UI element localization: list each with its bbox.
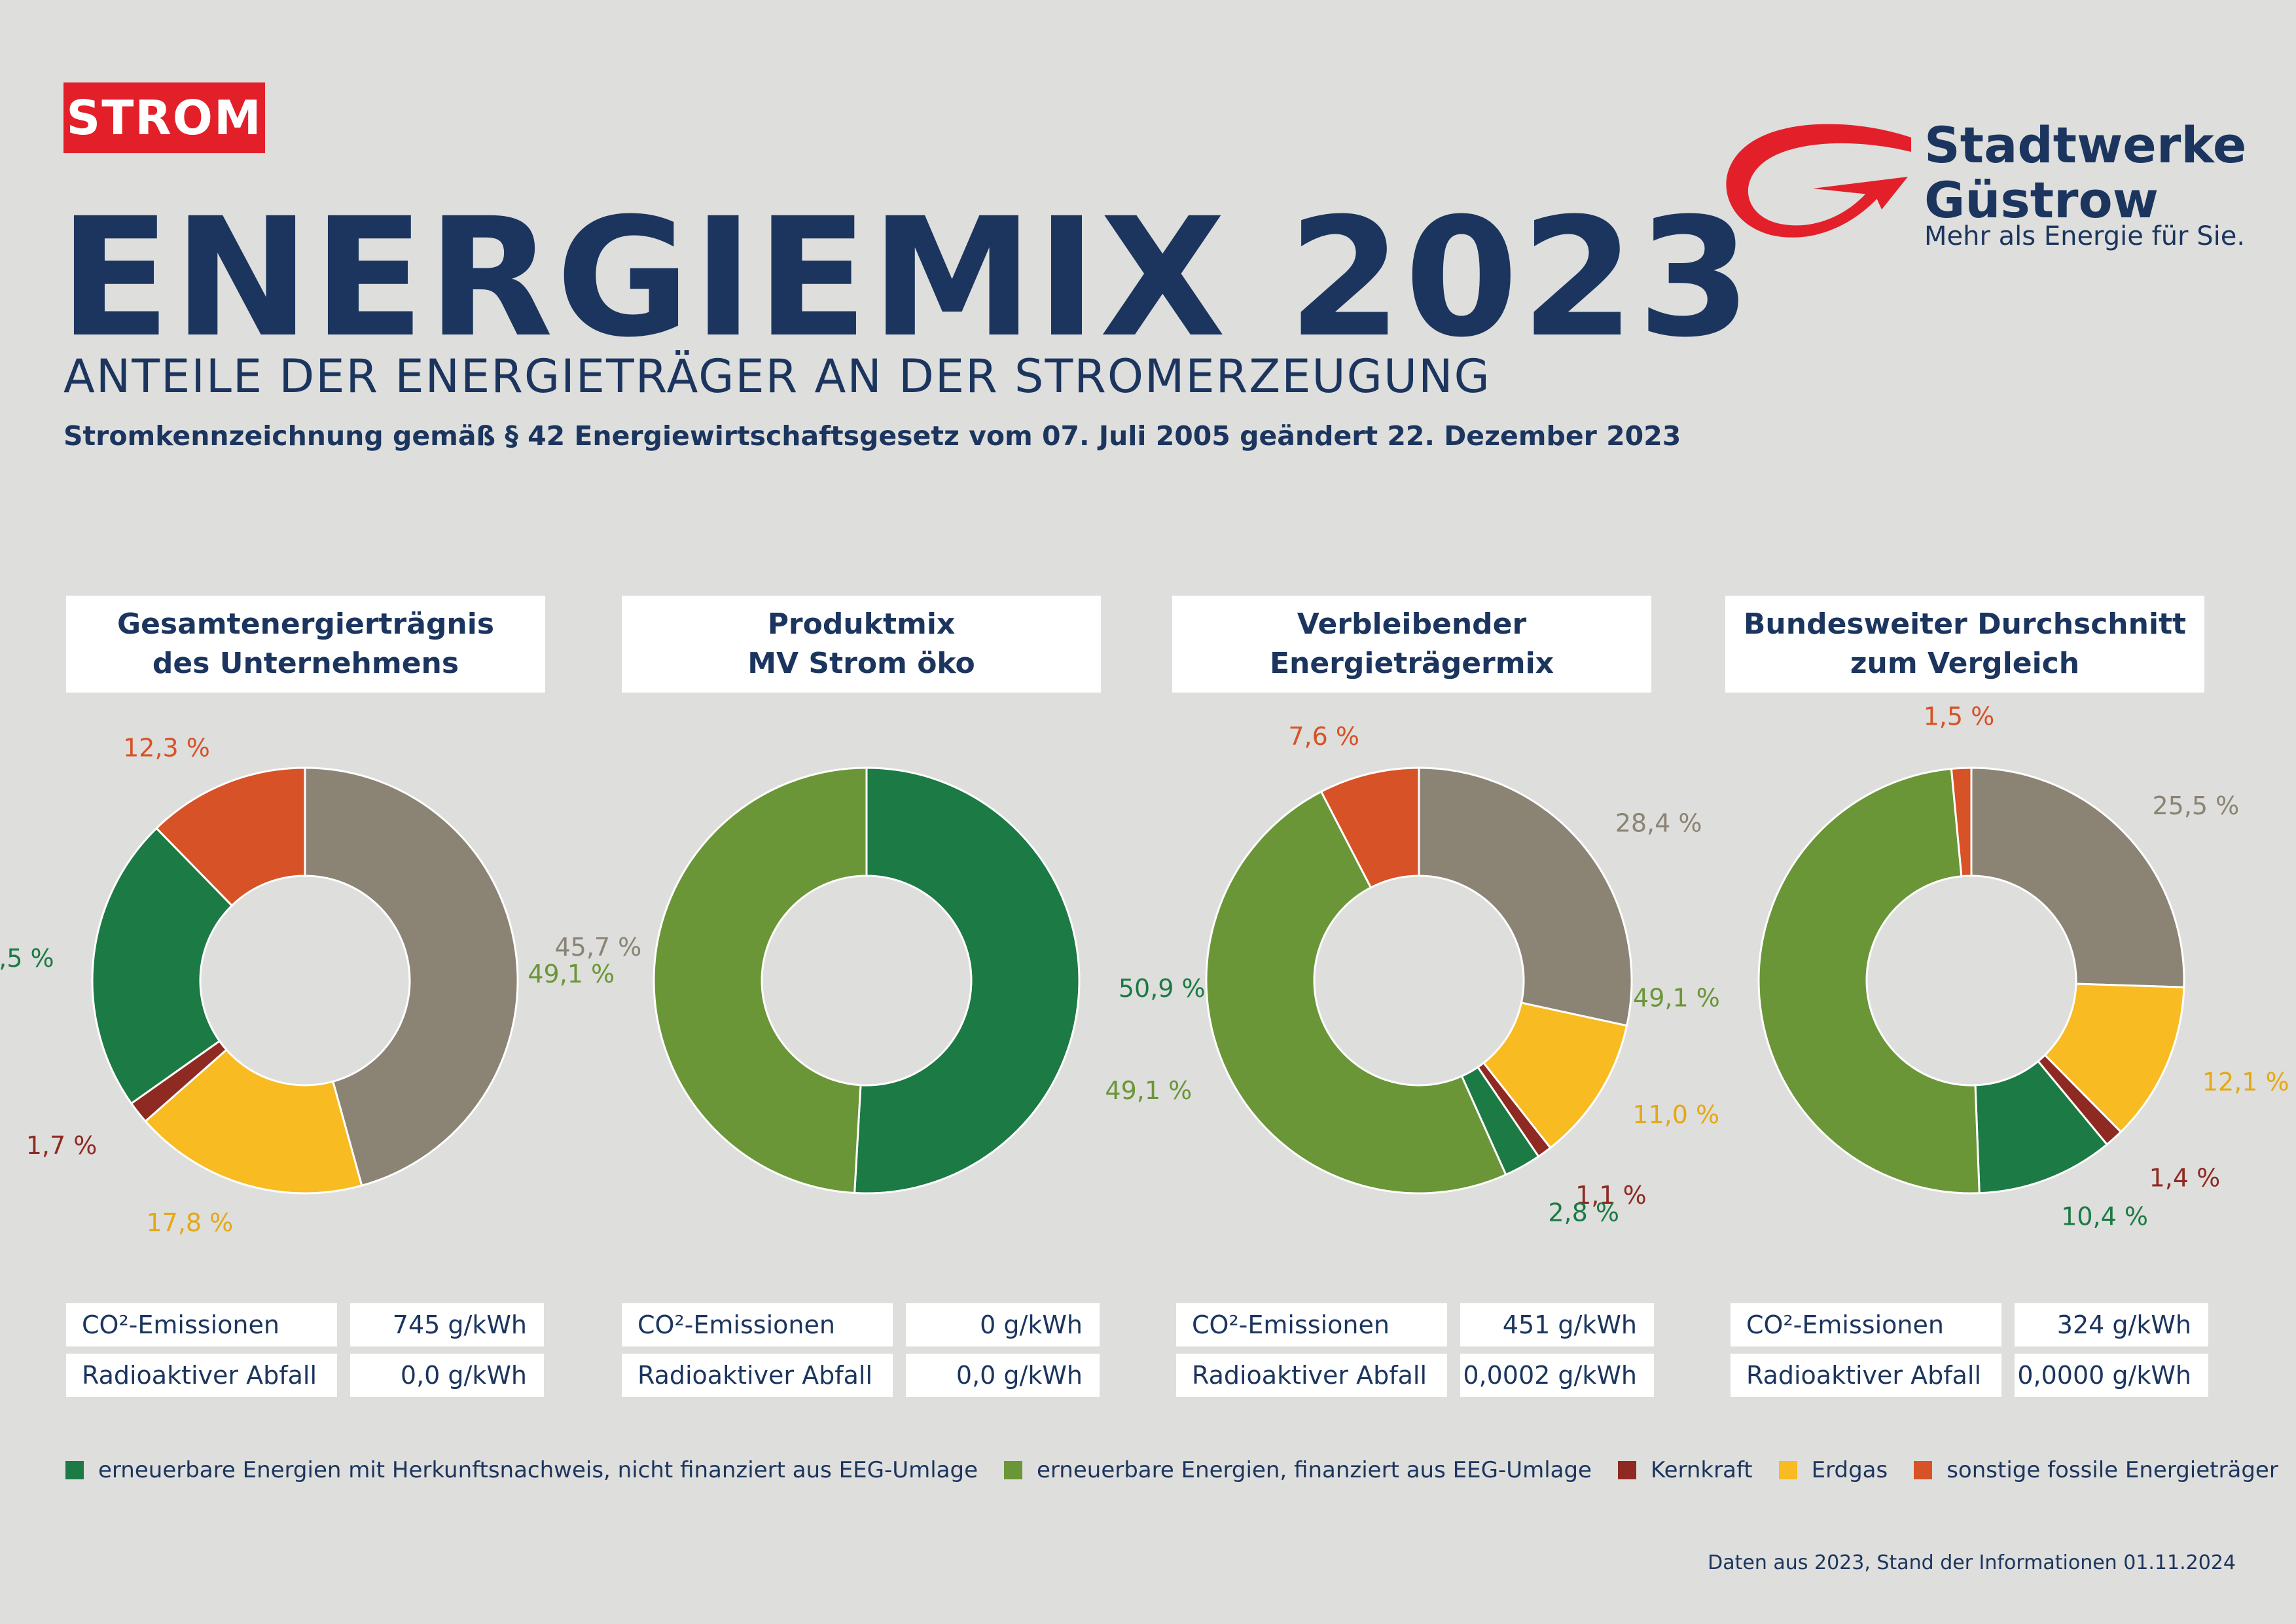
co2-value-1: 745 g/kWh <box>350 1303 544 1346</box>
panel-title-line2: Energieträgermix <box>1269 647 1554 680</box>
legend-item: erneuerbare Energien, finanziert aus EEG… <box>1004 1457 1592 1483</box>
legal-reference: Stromkennzeichnung gemäß § 42 Energiewir… <box>63 420 1681 452</box>
co2-value-3: 451 g/kWh <box>1460 1303 1654 1346</box>
donut-slice-sonstige <box>1950 767 1973 878</box>
waste-label-1: Radioaktiver Abfall <box>66 1354 337 1397</box>
legend-swatch <box>1778 1461 1797 1479</box>
waste-value-3: 0,0002 g/kWh <box>1460 1354 1654 1397</box>
panel-title-1: Gesamtenergierträgnis des Unternehmens <box>66 596 545 693</box>
waste-label-2: Radioaktiver Abfall <box>622 1354 893 1397</box>
donut-slice-erneuerbar_hkn <box>91 827 234 1105</box>
donut-slice-erdgas <box>144 1048 363 1195</box>
donut-chart-3: 28,4 % 11,0 % 1,1 %2,8 % 49,1 % 7,6 % <box>1105 722 1719 1227</box>
donut-label-erneuerbar_eeg: 49,1 % <box>528 960 615 988</box>
donut-label-erdgas: 11,0 % <box>1632 1100 1719 1129</box>
donut-label-sonstige: 1,5 % <box>1924 702 1995 731</box>
donut-label-sonstige: 12,3 % <box>123 733 210 762</box>
donut-label-erneuerbar_hkn: 50,9 % <box>1119 974 1206 1003</box>
legend-item: Kernkraft <box>1617 1457 1753 1483</box>
page-subtitle: ANTEILE DER ENERGIETRÄGER AN DER STROMER… <box>63 350 1491 403</box>
donut-label-kernkraft: 1,4 % <box>2149 1163 2221 1192</box>
legend-label: sonstige fossile Energieträger <box>1946 1457 2278 1483</box>
panel-title-line1: Verbleibender <box>1297 607 1527 641</box>
donut-chart-4: 25,5 % 12,1 % 1,4 %10,4 % 49,1 % 1,5 % <box>1633 702 2289 1231</box>
logo-name: Stadtwerke Güstrow <box>1924 118 2246 228</box>
donut-slice-erneuerbar_eeg <box>1757 767 1981 1195</box>
donut-label-erneuerbar_hkn: 22,5 % <box>0 944 54 973</box>
donut-label-erneuerbar_eeg: 49,1 % <box>1105 1076 1192 1105</box>
waste-label-3: Radioaktiver Abfall <box>1176 1354 1447 1397</box>
co2-value-4: 324 g/kWh <box>2015 1303 2208 1346</box>
donut-label-kohle: 25,5 % <box>2152 791 2239 820</box>
legend-item: erneuerbare Energien mit Herkunftsnachwe… <box>65 1457 978 1483</box>
legend-swatch <box>1004 1461 1022 1479</box>
panel-title-4: Bundesweiter Durchschnitt zum Vergleich <box>1725 596 2204 693</box>
logo-swoosh-icon <box>1726 124 1911 238</box>
waste-value-1: 0,0 g/kWh <box>350 1354 544 1397</box>
legend-item: sonstige fossile Energieträger <box>1914 1457 2278 1483</box>
donut-slice-kohle <box>304 767 519 1187</box>
co2-value-2: 0 g/kWh <box>906 1303 1100 1346</box>
waste-value-2: 0,0 g/kWh <box>906 1354 1100 1397</box>
co2-label-4: CO²-Emissionen <box>1731 1303 2001 1346</box>
logo-name-line2: Güstrow <box>1924 171 2159 229</box>
donut-label-erneuerbar_hkn: 2,8 % <box>1548 1199 1619 1227</box>
legend-label: Kernkraft <box>1650 1457 1753 1483</box>
donut-slice-erneuerbar_eeg <box>1205 790 1507 1195</box>
strom-badge: STROM <box>63 82 265 153</box>
donut-label-erneuerbar_eeg: 49,1 % <box>1633 983 1720 1012</box>
waste-value-4: 0,0000 g/kWh <box>2015 1354 2208 1397</box>
donut-chart-1: 45,7 % 17,8 % 1,7 % 22,5 % 12,3 % <box>0 733 641 1237</box>
donut-slice-erneuerbar_hkn <box>853 767 1081 1195</box>
legend-swatch <box>1914 1461 1933 1479</box>
donut-label-kohle: 28,4 % <box>1615 808 1702 837</box>
donut-slice-erneuerbar_eeg <box>653 767 868 1195</box>
logo-name-line1: Stadtwerke <box>1924 116 2247 174</box>
stadtwerke-logo: Stadtwerke Güstrow Mehr als Energie für … <box>1715 111 2246 268</box>
panel-title-line1: Bundesweiter Durchschnitt <box>1743 607 2187 641</box>
donut-slice-sonstige <box>1319 767 1420 889</box>
panel-title-line2: zum Vergleich <box>1850 647 2080 680</box>
donut-chart-2: 50,9 % 49,1 % <box>528 767 1206 1195</box>
footer-note: Daten aus 2023, Stand der Informationen … <box>1708 1551 2236 1574</box>
legend-label: erneuerbare Energien, finanziert aus EEG… <box>1037 1457 1592 1483</box>
donut-label-sonstige: 7,6 % <box>1288 722 1359 751</box>
panel-title-line2: MV Strom öko <box>747 647 975 680</box>
waste-label-4: Radioaktiver Abfall <box>1731 1354 2001 1397</box>
donut-label-erneuerbar_hkn: 10,4 % <box>2061 1202 2148 1231</box>
donut-slice-erneuerbar_hkn <box>1974 1060 2109 1195</box>
legend-label: Erdgas <box>1811 1457 1888 1483</box>
donut-label-kernkraft: 1,1 % <box>1575 1181 1647 1210</box>
panel-title-line1: Gesamtenergierträgnis <box>117 607 495 641</box>
logo-claim: Mehr als Energie für Sie. <box>1924 221 2246 251</box>
panel-title-line1: Produktmix <box>767 607 956 641</box>
donut-label-kohle: 45,7 % <box>554 933 641 962</box>
donut-slice-erdgas <box>2043 983 2185 1134</box>
co2-label-1: CO²-Emissionen <box>66 1303 337 1346</box>
donut-label-kernkraft: 1,7 % <box>26 1131 98 1160</box>
panel-title-line2: des Unternehmens <box>152 647 459 680</box>
donut-label-erdgas: 17,8 % <box>146 1208 233 1237</box>
legend: erneuerbare Energien mit Herkunftsnachwe… <box>65 1457 2296 1483</box>
panel-title-3: Verbleibender Energieträgermix <box>1172 596 1651 693</box>
legend-label: erneuerbare Energien mit Herkunftsnachwe… <box>98 1457 978 1483</box>
donut-label-erdgas: 12,1 % <box>2202 1068 2289 1096</box>
donut-slice-kohle <box>1418 767 1633 1027</box>
legend-swatch <box>1617 1461 1636 1479</box>
legend-swatch <box>65 1461 84 1479</box>
panel-title-2: Produktmix MV Strom öko <box>622 596 1101 693</box>
donut-slice-sonstige <box>154 767 306 907</box>
co2-label-3: CO²-Emissionen <box>1176 1303 1447 1346</box>
page-title: ENERGIEMIX 2023 <box>59 183 1754 373</box>
co2-label-2: CO²-Emissionen <box>622 1303 893 1346</box>
legend-item: Erdgas <box>1778 1457 1888 1483</box>
donut-slice-kohle <box>1970 767 2185 988</box>
